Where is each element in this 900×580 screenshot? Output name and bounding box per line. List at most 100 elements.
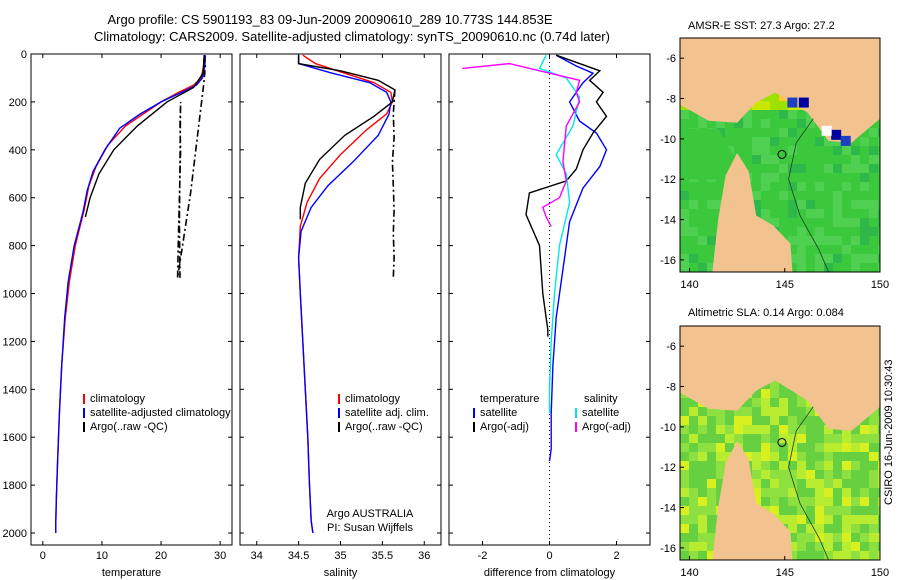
map-sea-cell	[770, 164, 779, 173]
map-sea-cell	[788, 218, 797, 227]
map-sea-cell	[797, 110, 806, 119]
map-sea-cell	[761, 443, 770, 452]
map-sea-cell	[833, 218, 842, 227]
map-sea-cell	[689, 209, 698, 218]
map-sea-cell	[788, 128, 797, 137]
map-sea-cell	[680, 425, 689, 434]
figure-title-line1: Argo profile: CS 5901193_83 09-Jun-2009 …	[107, 12, 553, 27]
map-sea-cell	[851, 218, 860, 227]
map-sea-cell	[824, 227, 833, 236]
map-sea-cell	[761, 479, 770, 488]
map-sea-cell	[806, 434, 815, 443]
map-sea-cell	[743, 452, 752, 461]
map-sea-cell	[878, 209, 880, 218]
map-sea-cell	[770, 200, 779, 209]
map-sea-cell	[824, 254, 833, 263]
map-sea-cell	[788, 515, 797, 524]
y-tick-label: 2000	[3, 528, 27, 540]
series-line-argo-raw-qc-	[84, 55, 205, 218]
map-y-tick-label: -16	[660, 255, 676, 267]
map-sea-cell	[869, 209, 878, 218]
map-sea-cell	[806, 236, 815, 245]
map-sea-cell	[725, 416, 734, 425]
map-sea-cell	[752, 434, 761, 443]
x-tick-label: 36	[418, 550, 430, 562]
map-sea-cell	[869, 443, 878, 452]
map-sea-cell	[815, 488, 824, 497]
map-sea-cell	[707, 416, 716, 425]
map-sea-cell	[797, 137, 806, 146]
map-sea-cell	[815, 236, 824, 245]
map-sea-cell	[833, 479, 842, 488]
map-sea-cell	[851, 542, 860, 551]
map-sea-cell	[869, 488, 878, 497]
map-sea-cell	[842, 488, 851, 497]
map-sea-cell	[878, 182, 880, 191]
map-sea-cell	[833, 200, 842, 209]
map-sea-cell	[815, 524, 824, 533]
map-sea-cell	[743, 128, 752, 137]
map-sea-cell	[860, 497, 869, 506]
map-sea-cell	[770, 119, 779, 128]
map-sea-cell	[707, 506, 716, 515]
map-sea-cell	[878, 119, 880, 128]
map-sea-cell	[680, 119, 689, 128]
map-sea-cell	[761, 200, 770, 209]
map-sea-cell	[869, 542, 878, 551]
map-sea-cell	[734, 137, 743, 146]
map-sea-cell	[806, 452, 815, 461]
map-sea-cell	[707, 218, 716, 227]
map-sea-cell	[698, 506, 707, 515]
map-sea-cell	[770, 506, 779, 515]
map-sea-cell	[797, 461, 806, 470]
map-sea-cell	[806, 164, 815, 173]
map-sea-cell	[815, 443, 824, 452]
map-sea-cell	[860, 443, 869, 452]
map-sea-cell	[842, 470, 851, 479]
map-sea-cell	[806, 146, 815, 155]
map-sea-cell	[815, 218, 824, 227]
map-sea-cell	[878, 551, 880, 560]
map-sea-cell	[878, 146, 880, 155]
map-sea-cell	[680, 452, 689, 461]
map-sea-cell	[761, 470, 770, 479]
map-sea-cell	[824, 425, 833, 434]
x-tick-label: 0	[546, 550, 552, 562]
map-sea-cell	[833, 182, 842, 191]
map-sea-cell	[869, 155, 878, 164]
map-sea-cell	[797, 524, 806, 533]
map-sea-cell	[716, 452, 725, 461]
map-sea-cell	[797, 218, 806, 227]
x-tick-label: 2	[613, 550, 619, 562]
map-sea-cell	[824, 146, 833, 155]
map-sea-cell	[779, 452, 788, 461]
temperature-panel: 0 200 400 600 800 1000 1200 1400 1600 1800 2000 0 10…	[3, 49, 233, 579]
map-sea-cell	[797, 416, 806, 425]
y-tick-label: 0	[21, 49, 27, 61]
map-sea-cell	[815, 173, 824, 182]
y-tick-label: 800	[9, 241, 27, 253]
map-frame	[679, 37, 881, 273]
map-sea-cell	[707, 542, 716, 551]
map-sea-cell	[698, 245, 707, 254]
map-sea-cell	[707, 407, 716, 416]
map-sea-cell	[878, 407, 880, 416]
map-sea-cell	[752, 182, 761, 191]
difference-panel: -2 0 2 difference from climatology	[448, 53, 651, 579]
map-sea-cell	[743, 407, 752, 416]
map-sea-cell	[851, 227, 860, 236]
map-content	[680, 326, 880, 560]
map-sea-cell	[770, 470, 779, 479]
map-sea-cell	[734, 146, 743, 155]
map-sea-cell	[851, 443, 860, 452]
map-sea-cell	[689, 524, 698, 533]
map-sea-cell	[842, 542, 851, 551]
x-tick-label: 35	[334, 550, 346, 562]
map-sea-cell	[707, 236, 716, 245]
map-sea-cell	[770, 146, 779, 155]
sla-map: 140 145 150 -6 -8 -10 -12 -14 -16	[660, 325, 889, 579]
map-sea-cell	[806, 479, 815, 488]
map-sea-cell	[680, 209, 689, 218]
map-sea-cell	[869, 236, 878, 245]
